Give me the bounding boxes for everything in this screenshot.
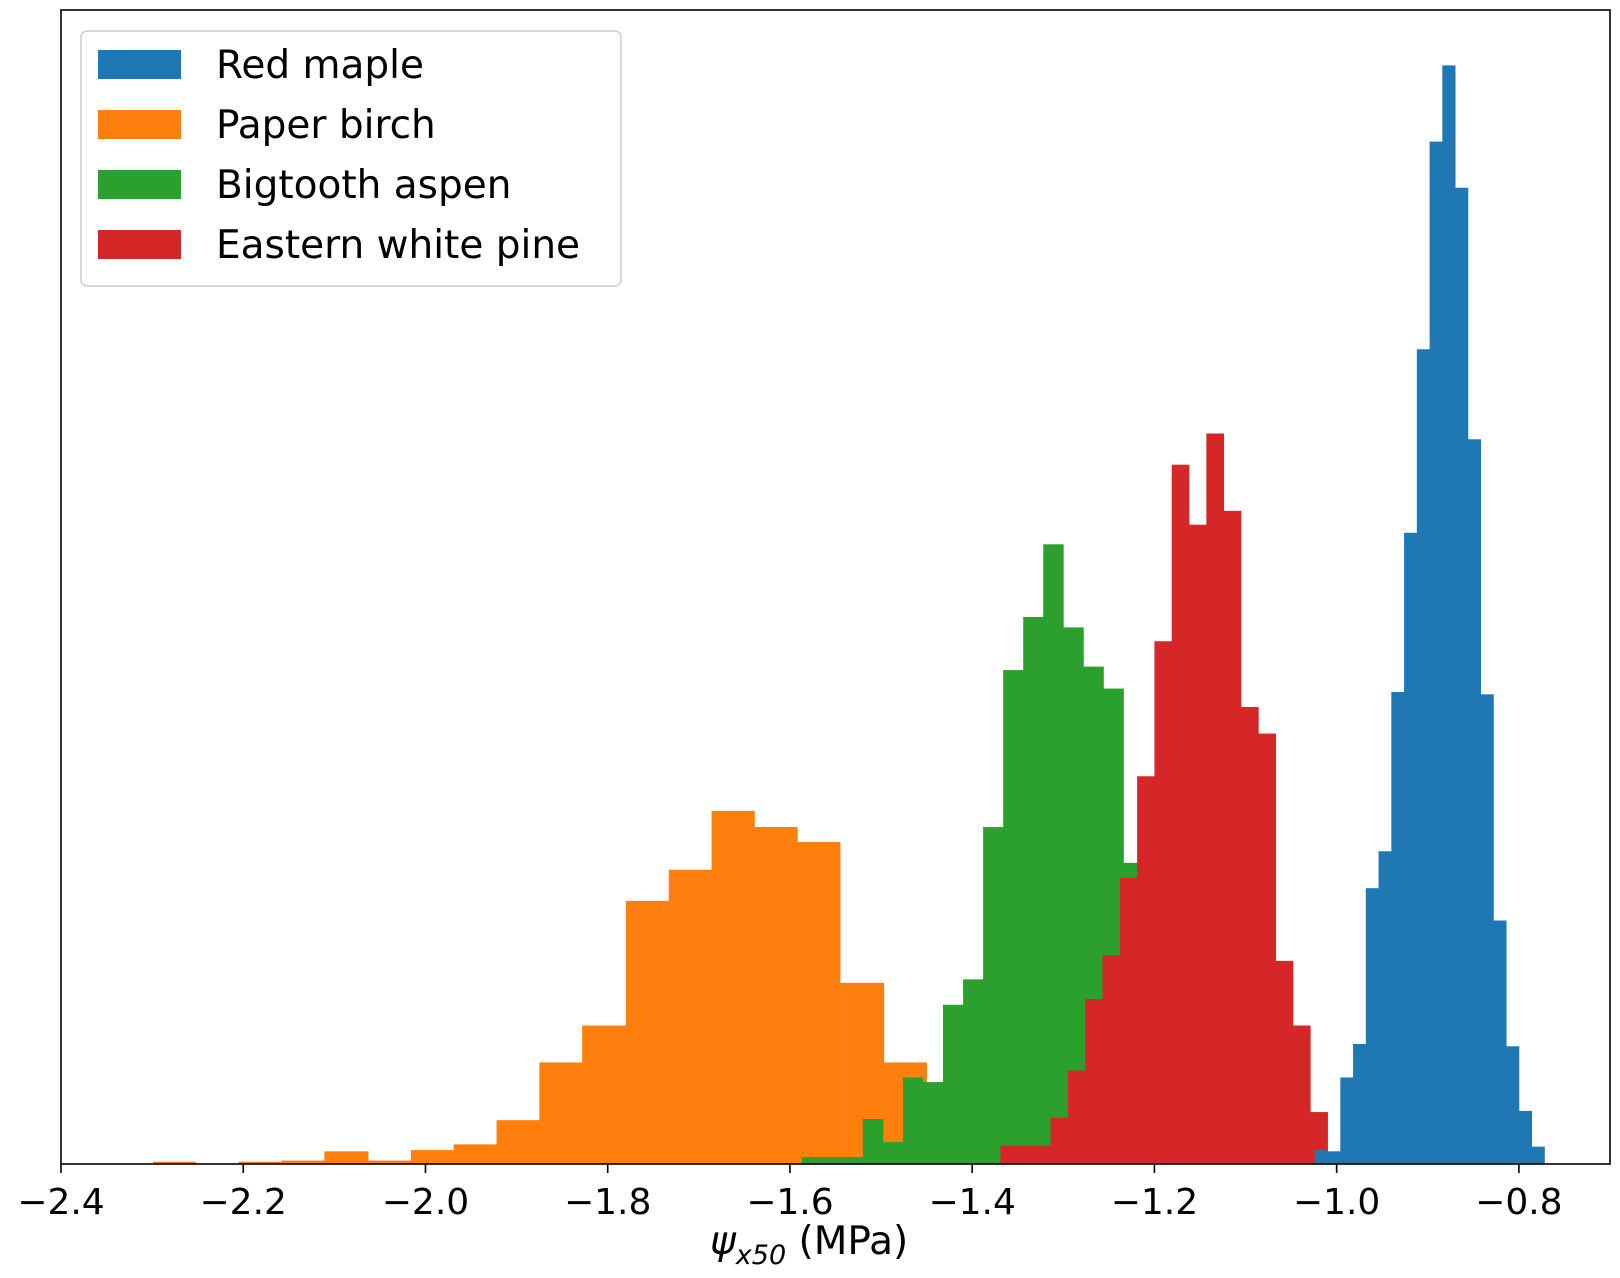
bar-paper-birch-0: [153, 1161, 197, 1164]
bar-eastern-white-pine-14: [1275, 960, 1294, 1164]
legend: Red maple Paper birch Bigtooth aspen Easter…: [80, 30, 622, 287]
bar-eastern-white-pine-2: [1067, 1070, 1086, 1164]
plot-frame: [60, 9, 1611, 1165]
bar-eastern-white-pine-9: [1189, 524, 1207, 1164]
bar-bigtooth-aspen-3: [902, 1077, 924, 1164]
bar-paper-birch-11: [668, 869, 712, 1164]
x-tick-label: −1.4: [928, 1182, 1015, 1223]
bar-red-maple-5: [1378, 851, 1392, 1164]
x-axis-label-symbol: ψ: [710, 1219, 737, 1264]
legend-swatch-red-maple: [98, 50, 181, 79]
bar-red-maple-8: [1416, 349, 1430, 1164]
bar-eastern-white-pine-10: [1206, 433, 1225, 1164]
bar-eastern-white-pine-8: [1171, 464, 1190, 1164]
series-eastern-white-pine: [1000, 433, 1328, 1165]
x-tick-label: −2.2: [200, 1182, 287, 1223]
bar-paper-birch-9: [582, 1025, 627, 1164]
series-red-maple: [1314, 65, 1545, 1165]
bar-bigtooth-aspen-9: [1023, 617, 1044, 1164]
bar-bigtooth-aspen-1: [862, 1118, 884, 1164]
x-tick-label: −2.0: [382, 1182, 469, 1223]
bar-red-maple-9: [1429, 141, 1443, 1164]
bar-red-maple-10: [1442, 65, 1456, 1164]
legend-box: [80, 30, 622, 287]
x-axis-label: ψx50 (MPa): [710, 1219, 908, 1271]
bars-layer: [153, 65, 1545, 1165]
bar-red-maple-3: [1353, 1043, 1367, 1164]
x-tick-label: −1.0: [1293, 1182, 1380, 1223]
bar-red-maple-15: [1506, 1046, 1520, 1164]
bar-paper-birch-7: [496, 1120, 540, 1164]
bar-paper-birch-2: [281, 1160, 325, 1164]
bar-paper-birch-10: [625, 900, 670, 1164]
bar-eastern-white-pine-5: [1119, 877, 1138, 1164]
bar-paper-birch-6: [453, 1144, 497, 1164]
bar-red-maple-7: [1404, 532, 1418, 1164]
bar-paper-birch-14: [797, 842, 841, 1164]
bar-eastern-white-pine-15: [1292, 1025, 1311, 1164]
x-tick-label: −0.8: [1475, 1182, 1562, 1223]
bar-eastern-white-pine-6: [1137, 776, 1155, 1164]
bar-bigtooth-aspen-11: [1063, 627, 1084, 1164]
x-tick-label: −2.4: [17, 1182, 104, 1223]
x-tick-label: −1.8: [564, 1182, 651, 1223]
bar-red-maple-1: [1327, 1151, 1341, 1164]
bar-paper-birch-12: [711, 810, 755, 1164]
bar-paper-birch-1: [238, 1161, 282, 1164]
legend-label-bigtooth-aspen: Bigtooth aspen: [216, 163, 511, 208]
bar-eastern-white-pine-1: [1050, 1117, 1069, 1164]
legend-label-red-maple: Red maple: [216, 43, 424, 88]
bar-eastern-white-pine-3: [1085, 998, 1103, 1164]
bar-eastern-white-pine-11: [1223, 510, 1242, 1165]
bar-bigtooth-aspen-0: [801, 1157, 864, 1164]
bar-bigtooth-aspen-5: [943, 1004, 964, 1164]
bar-paper-birch-5: [410, 1150, 455, 1164]
x-axis-label-subscript: x50: [735, 1240, 786, 1271]
legend-swatch-bigtooth-aspen: [98, 170, 181, 199]
bar-eastern-white-pine-13: [1258, 733, 1276, 1164]
bar-red-maple-16: [1518, 1110, 1533, 1164]
bar-red-maple-0: [1314, 1150, 1328, 1164]
x-axis-label-unit: (MPa): [786, 1219, 908, 1264]
bar-paper-birch-3: [324, 1151, 369, 1164]
bar-red-maple-6: [1391, 692, 1405, 1164]
bar-bigtooth-aspen-2: [882, 1142, 904, 1164]
series-paper-birch: [153, 810, 928, 1164]
bar-bigtooth-aspen-4: [922, 1082, 944, 1164]
bar-paper-birch-4: [368, 1160, 412, 1164]
x-axis: −2.4 −2.2 −2.0 −1.8 −1.6 −1.4 −1.2 −1.0 −0.8: [17, 1164, 1563, 1223]
bar-paper-birch-13: [754, 827, 798, 1164]
bar-red-maple-4: [1365, 888, 1379, 1164]
bar-red-maple-13: [1480, 694, 1494, 1164]
bar-eastern-white-pine-0: [1000, 1145, 1051, 1164]
legend-swatch-paper-birch: [98, 110, 181, 139]
bar-bigtooth-aspen-6: [963, 979, 984, 1164]
bar-red-maple-17: [1531, 1146, 1545, 1164]
legend-label-paper-birch: Paper birch: [216, 103, 436, 148]
bar-eastern-white-pine-4: [1102, 955, 1121, 1164]
bar-red-maple-11: [1455, 187, 1469, 1165]
bar-bigtooth-aspen-10: [1043, 544, 1064, 1164]
bar-red-maple-14: [1493, 920, 1507, 1164]
bar-bigtooth-aspen-7: [983, 827, 1004, 1164]
bar-eastern-white-pine-7: [1154, 641, 1173, 1164]
bar-bigtooth-aspen-8: [1003, 670, 1024, 1164]
x-tick-label: −1.6: [746, 1182, 833, 1223]
bar-paper-birch-8: [539, 1062, 583, 1164]
bar-red-maple-2: [1340, 1077, 1354, 1164]
x-tick-label: −1.2: [1111, 1182, 1198, 1223]
legend-label-eastern-white-pine: Eastern white pine: [216, 223, 580, 268]
bar-eastern-white-pine-12: [1240, 707, 1259, 1164]
legend-swatch-eastern-white-pine: [98, 230, 181, 259]
bar-red-maple-12: [1467, 439, 1482, 1164]
